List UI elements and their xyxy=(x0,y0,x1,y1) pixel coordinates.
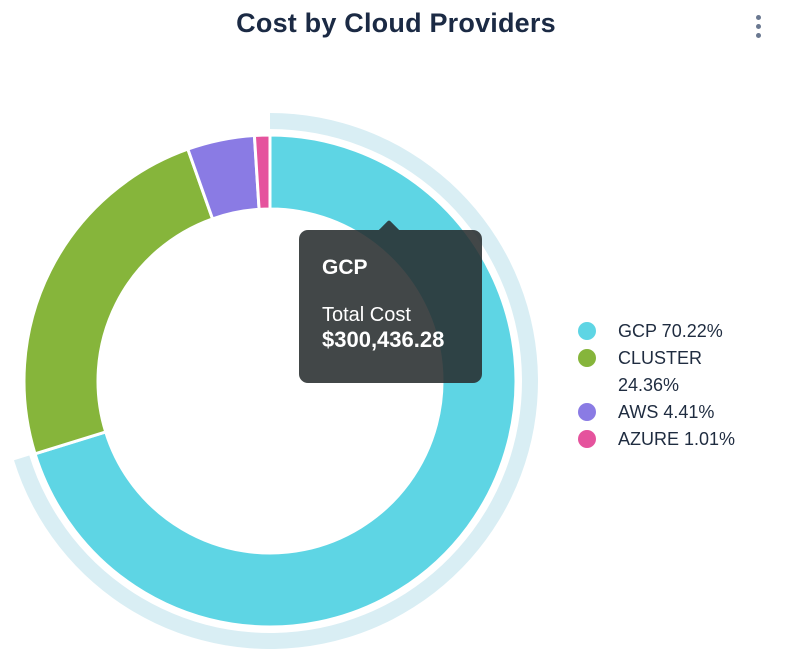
kebab-menu-icon xyxy=(756,33,761,38)
legend-marker-icon xyxy=(578,430,596,448)
legend-item-azure[interactable]: AZURE 1.01% xyxy=(578,426,750,453)
kebab-menu-icon xyxy=(756,24,761,29)
tooltip-label: Total Cost xyxy=(322,304,411,326)
legend-marker-icon xyxy=(578,403,596,421)
legend-label: AZURE 1.01% xyxy=(618,429,736,449)
legend-item-cluster[interactable]: CLUSTER 24.36% xyxy=(578,345,750,399)
pie-slice-cluster[interactable] xyxy=(22,147,215,456)
legend-item-aws[interactable]: AWS 4.41% xyxy=(578,399,750,426)
page-title: Cost by Cloud Providers xyxy=(236,8,556,38)
legend-label: AWS 4.41% xyxy=(618,402,715,422)
legend-marker-icon xyxy=(578,349,596,367)
pie-slice-azure[interactable] xyxy=(252,133,272,211)
tooltip-value: $300,436.28 xyxy=(322,327,445,352)
tooltip-series-name: GCP xyxy=(322,256,368,279)
legend-label: CLUSTER 24.36% xyxy=(618,348,703,395)
chart-legend: GCP 70.22% CLUSTER 24.36% AWS 4.41% AZURE 1… xyxy=(578,318,750,453)
card-menu-button[interactable] xyxy=(753,12,764,41)
legend-marker-icon xyxy=(578,322,596,340)
legend-label: GCP 70.22% xyxy=(618,321,723,341)
legend-item-gcp[interactable]: GCP 70.22% xyxy=(578,318,750,345)
kebab-menu-icon xyxy=(756,15,761,20)
chart-tooltip: GCP Total Cost $300,436.28 xyxy=(299,220,482,383)
